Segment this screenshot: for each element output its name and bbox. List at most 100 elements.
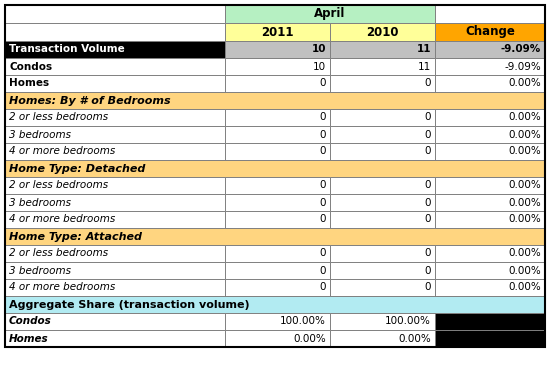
Bar [5, 194, 225, 211]
Bar [330, 279, 435, 296]
Text: 4 or more bedrooms: 4 or more bedrooms [9, 282, 116, 292]
Text: 0.00%: 0.00% [508, 78, 541, 88]
Bar [5, 109, 225, 126]
Bar [225, 5, 435, 23]
Text: 0.00%: 0.00% [508, 147, 541, 156]
Bar [225, 75, 330, 92]
Text: 0.00%: 0.00% [508, 180, 541, 190]
Bar [330, 75, 435, 92]
Text: 100.00%: 100.00% [280, 316, 326, 327]
Bar [330, 41, 435, 58]
Text: 0: 0 [320, 129, 326, 140]
Text: 0.00%: 0.00% [508, 112, 541, 123]
Bar [330, 313, 435, 330]
Bar [330, 330, 435, 347]
Text: Change: Change [465, 26, 515, 39]
Bar [330, 23, 435, 41]
Bar [5, 279, 225, 296]
Text: 0: 0 [425, 249, 431, 258]
Text: 0.00%: 0.00% [508, 214, 541, 225]
Text: 0: 0 [425, 78, 431, 88]
Text: 11: 11 [416, 45, 431, 54]
Text: 10: 10 [311, 45, 326, 54]
Text: 0: 0 [425, 129, 431, 140]
Bar [5, 41, 225, 58]
Text: 0: 0 [320, 147, 326, 156]
Text: 0.00%: 0.00% [398, 333, 431, 344]
Bar [435, 211, 545, 228]
Bar [435, 41, 545, 58]
Text: 10: 10 [313, 62, 326, 72]
Text: Aggregate Share (transaction volume): Aggregate Share (transaction volume) [9, 300, 250, 309]
Text: Condos: Condos [9, 62, 52, 72]
Text: 0: 0 [320, 78, 326, 88]
Text: 3 bedrooms: 3 bedrooms [9, 198, 71, 207]
Bar [330, 177, 435, 194]
Text: 11: 11 [418, 62, 431, 72]
Text: Homes: Homes [9, 78, 49, 88]
Text: Homes: Homes [9, 333, 48, 344]
Bar [330, 126, 435, 143]
Bar [330, 194, 435, 211]
Text: 2 or less bedrooms: 2 or less bedrooms [9, 112, 108, 123]
Text: 0.00%: 0.00% [508, 282, 541, 292]
Text: 0: 0 [320, 198, 326, 207]
Bar [225, 279, 330, 296]
Bar [5, 262, 225, 279]
Bar [5, 211, 225, 228]
Bar [435, 109, 545, 126]
Text: 0: 0 [425, 266, 431, 276]
Text: 0: 0 [320, 266, 326, 276]
Text: -9.09%: -9.09% [504, 62, 541, 72]
Bar [330, 211, 435, 228]
Text: 0: 0 [320, 214, 326, 225]
Bar [225, 23, 330, 41]
Bar [5, 313, 225, 330]
Text: 3 bedrooms: 3 bedrooms [9, 129, 71, 140]
Bar [5, 143, 225, 160]
Bar [435, 58, 545, 75]
Bar [5, 126, 225, 143]
Bar [225, 41, 330, 58]
Bar [330, 262, 435, 279]
Text: 0: 0 [425, 282, 431, 292]
Text: 0: 0 [320, 112, 326, 123]
Bar [330, 143, 435, 160]
Bar [225, 245, 330, 262]
Text: 0: 0 [425, 147, 431, 156]
Text: 0.00%: 0.00% [508, 249, 541, 258]
Bar [5, 245, 225, 262]
Text: 2011: 2011 [261, 26, 294, 39]
Bar [435, 262, 545, 279]
Bar [225, 58, 330, 75]
Bar [435, 75, 545, 92]
Text: 0: 0 [425, 214, 431, 225]
Bar [330, 109, 435, 126]
Text: 2 or less bedrooms: 2 or less bedrooms [9, 180, 108, 190]
Text: 4 or more bedrooms: 4 or more bedrooms [9, 214, 116, 225]
Bar [330, 58, 435, 75]
Bar [225, 177, 330, 194]
Text: 0: 0 [320, 180, 326, 190]
Bar [225, 126, 330, 143]
Bar [5, 23, 225, 41]
Text: -9.09%: -9.09% [500, 45, 541, 54]
Bar [435, 330, 545, 347]
Bar [330, 245, 435, 262]
Bar [5, 5, 225, 23]
Text: Home Type: Detached: Home Type: Detached [9, 164, 145, 174]
Text: 0.00%: 0.00% [508, 266, 541, 276]
Bar [435, 5, 545, 23]
Text: 4 or more bedrooms: 4 or more bedrooms [9, 147, 116, 156]
Text: Condos: Condos [9, 316, 52, 327]
Bar [435, 245, 545, 262]
Text: April: April [314, 8, 346, 21]
Text: 0: 0 [320, 282, 326, 292]
Text: 0.00%: 0.00% [508, 129, 541, 140]
Text: Home Type: Attached: Home Type: Attached [9, 231, 142, 242]
Bar [5, 296, 545, 313]
Bar [225, 313, 330, 330]
Text: 2 or less bedrooms: 2 or less bedrooms [9, 249, 108, 258]
Text: 100.00%: 100.00% [385, 316, 431, 327]
Text: 2010: 2010 [366, 26, 399, 39]
